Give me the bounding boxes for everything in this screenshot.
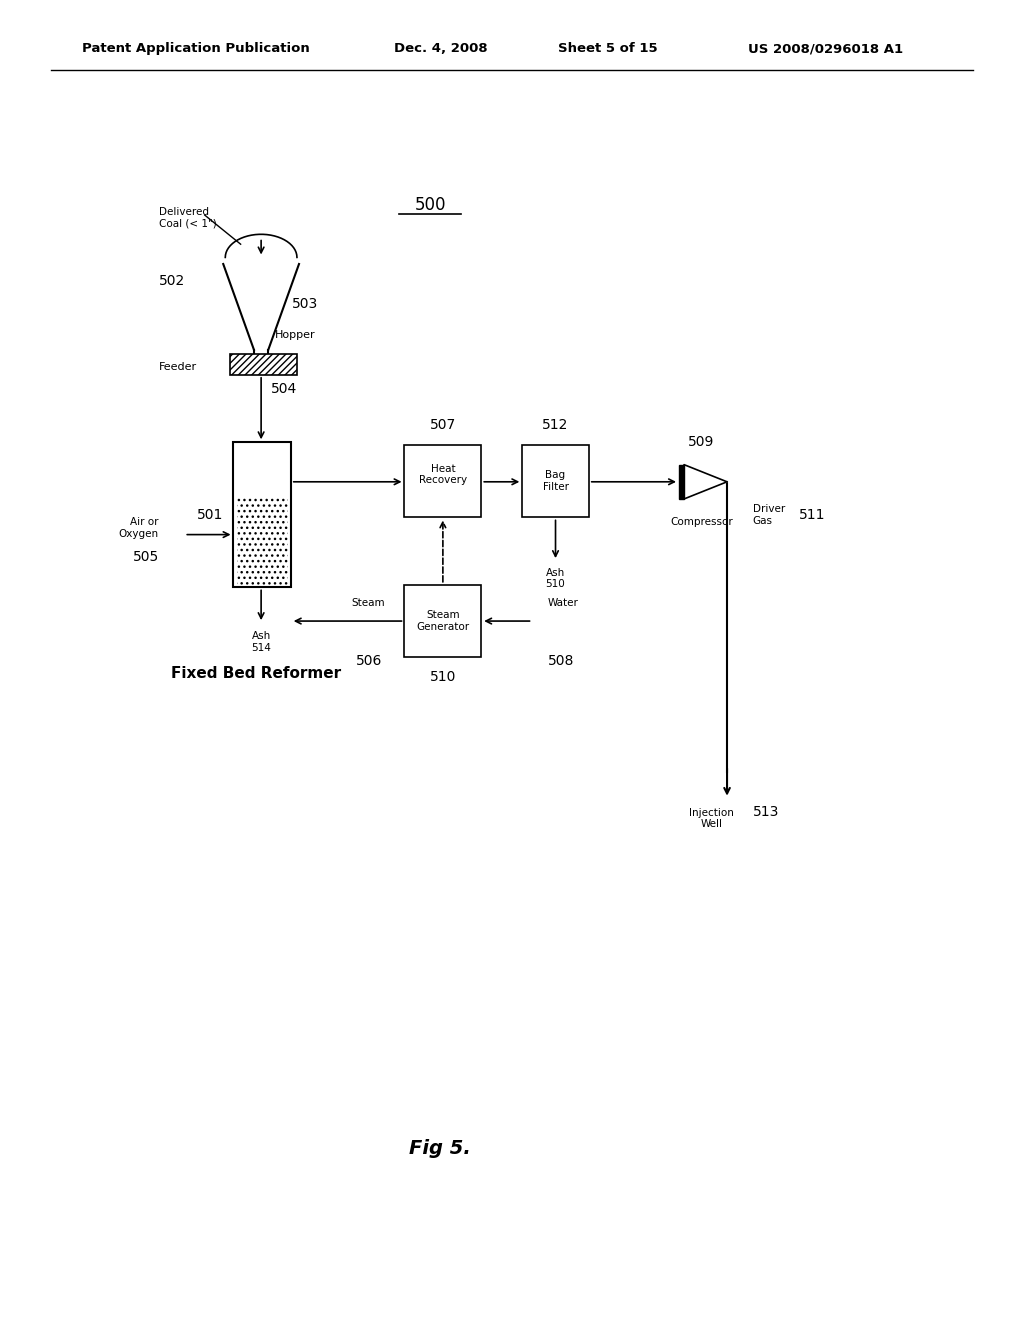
Text: Heat
Recovery: Heat Recovery — [419, 463, 467, 486]
Text: 503: 503 — [292, 297, 318, 310]
Text: 507: 507 — [430, 418, 456, 432]
FancyBboxPatch shape — [522, 445, 589, 517]
Text: Bag
Filter: Bag Filter — [543, 470, 568, 492]
Text: US 2008/0296018 A1: US 2008/0296018 A1 — [748, 42, 902, 55]
Text: 506: 506 — [355, 655, 382, 668]
Text: Fig 5.: Fig 5. — [410, 1139, 471, 1158]
Text: 504: 504 — [271, 383, 298, 396]
Text: Ash
510: Ash 510 — [546, 568, 565, 589]
FancyBboxPatch shape — [404, 585, 481, 657]
Text: Steam: Steam — [352, 598, 385, 607]
Text: Air or
Oxygen: Air or Oxygen — [119, 517, 159, 539]
Text: Hopper: Hopper — [274, 330, 315, 341]
Text: Dec. 4, 2008: Dec. 4, 2008 — [394, 42, 487, 55]
Text: Fixed Bed Reformer: Fixed Bed Reformer — [171, 665, 341, 681]
Text: 510: 510 — [430, 671, 456, 684]
FancyBboxPatch shape — [230, 354, 297, 375]
Text: Ash
514: Ash 514 — [251, 631, 271, 652]
Text: Sheet 5 of 15: Sheet 5 of 15 — [558, 42, 657, 55]
Text: Water: Water — [548, 598, 579, 607]
Text: Feeder: Feeder — [159, 362, 197, 372]
FancyBboxPatch shape — [404, 445, 481, 517]
Text: Injection
Well: Injection Well — [689, 808, 734, 829]
Text: Delivered
Coal (< 1"): Delivered Coal (< 1") — [159, 207, 216, 228]
Text: 500: 500 — [415, 195, 445, 214]
Text: Compressor: Compressor — [670, 517, 733, 528]
Text: 508: 508 — [548, 655, 574, 668]
Text: 509: 509 — [688, 436, 715, 449]
Text: 512: 512 — [543, 418, 568, 432]
Text: 505: 505 — [132, 550, 159, 564]
Text: 511: 511 — [799, 508, 825, 521]
FancyBboxPatch shape — [233, 442, 291, 587]
Text: 502: 502 — [159, 275, 185, 288]
Polygon shape — [679, 465, 684, 499]
Text: Steam
Generator: Steam Generator — [417, 610, 469, 632]
Text: Patent Application Publication: Patent Application Publication — [82, 42, 309, 55]
Text: 513: 513 — [753, 805, 779, 820]
Text: Driver
Gas: Driver Gas — [753, 504, 784, 525]
Polygon shape — [684, 465, 727, 499]
Text: 501: 501 — [197, 508, 223, 521]
